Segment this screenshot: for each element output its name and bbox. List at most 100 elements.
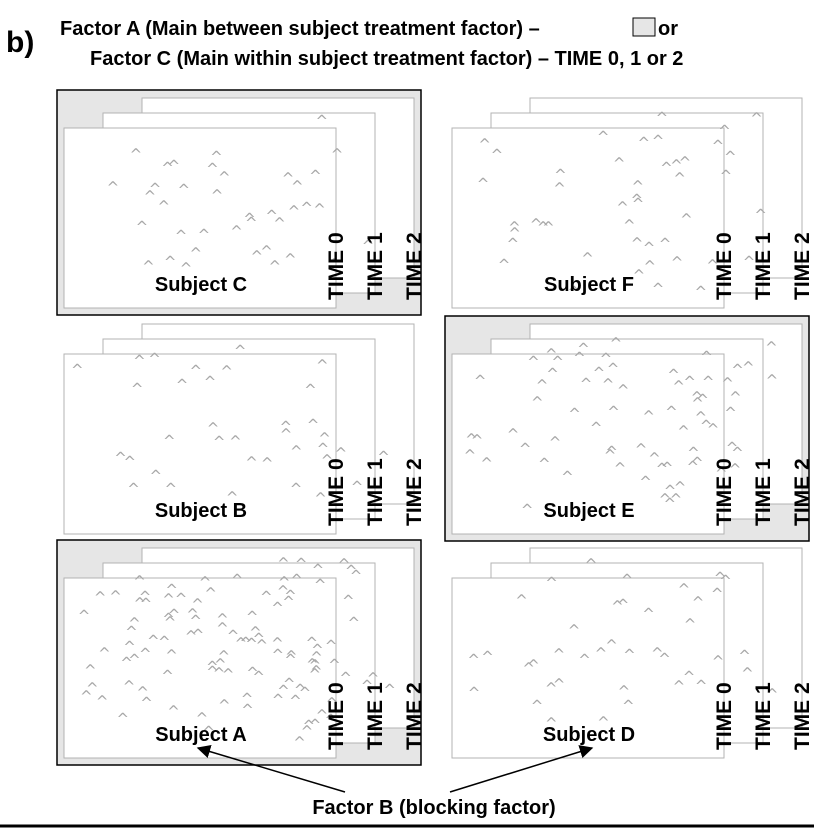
observation-mark: ^: [731, 444, 744, 462]
observation-mark: ^: [692, 594, 705, 612]
observation-mark: ^: [712, 653, 725, 671]
observation-mark: ^: [531, 697, 544, 715]
observation-mark: ^: [325, 711, 338, 729]
observation-mark: ^: [316, 356, 329, 374]
observation-mark: ^: [191, 596, 204, 614]
observation-mark: ^: [339, 669, 352, 687]
observation-mark: ^: [84, 661, 97, 679]
observation-mark: ^: [284, 251, 297, 269]
observation-mark: ^: [161, 159, 174, 177]
observation-mark: ^: [277, 555, 290, 573]
observation-mark: ^: [96, 693, 109, 711]
observation-mark: ^: [607, 403, 620, 421]
observation-mark: ^: [720, 167, 733, 185]
observation-mark: ^: [691, 395, 704, 413]
observation-mark: ^: [213, 433, 226, 451]
observation-mark: ^: [621, 571, 634, 589]
observation-mark: ^: [707, 421, 720, 439]
observation-mark: ^: [158, 633, 171, 651]
factor-b-label: Factor B (blocking factor): [312, 797, 555, 819]
observation-mark: ^: [658, 650, 671, 668]
observation-mark: ^: [290, 571, 303, 589]
observation-mark: ^: [272, 691, 285, 709]
observation-mark: ^: [133, 573, 146, 591]
observation-mark: ^: [464, 447, 477, 465]
observation-mark: ^: [607, 360, 620, 378]
time-label-0: TIME 0: [713, 232, 736, 300]
observation-mark: ^: [718, 122, 731, 140]
observation-mark: ^: [140, 595, 153, 613]
observation-mark: ^: [283, 675, 296, 693]
observation-mark: ^: [623, 217, 636, 235]
observation-mark: ^: [631, 191, 644, 209]
time-label-2: TIME 2: [403, 682, 426, 750]
observation-mark: ^: [474, 372, 487, 390]
observation-mark: ^: [277, 582, 290, 600]
observation-mark: ^: [304, 381, 317, 399]
subject-label: Subject F: [544, 274, 634, 296]
observation-mark: ^: [206, 160, 219, 178]
observation-marks: ^^^^^^^^^^^^^^^^^^^^^^^^^^^^^^^^^^^^^^^^…: [464, 334, 779, 519]
observation-mark: ^: [309, 167, 322, 185]
factor-a-or: or: [658, 18, 678, 40]
observation-mark: ^: [164, 613, 177, 631]
time-label-1: TIME 1: [752, 232, 775, 300]
observation-mark: ^: [189, 612, 202, 630]
observation-mark: ^: [712, 137, 725, 155]
observation-mark: ^: [633, 266, 646, 284]
observation-mark: ^: [617, 596, 630, 614]
subject-group-subject-f: ^^^^^^^^^^^^^^^^^^^^^^^^^^^^^^^^^^^^^^^^…: [451, 97, 814, 309]
observation-mark: ^: [226, 489, 239, 507]
observation-mark: ^: [271, 635, 284, 653]
card-time-0: [63, 353, 337, 535]
observation-mark: ^: [317, 440, 330, 458]
observation-mark: ^: [507, 235, 520, 253]
observation-mark: ^: [696, 391, 709, 409]
observation-mark: ^: [246, 664, 259, 682]
observation-mark: ^: [691, 454, 704, 472]
observation-mark: ^: [280, 425, 293, 443]
observation-mark: ^: [724, 404, 737, 422]
observation-mark: ^: [683, 373, 696, 391]
observation-mark: ^: [545, 574, 558, 592]
observation-mark: ^: [616, 198, 629, 216]
observation-mark: ^: [256, 637, 269, 655]
observation-mark: ^: [190, 362, 203, 380]
subject-label: Subject D: [543, 724, 635, 746]
observation-mark: ^: [743, 253, 756, 271]
observation-mark: ^: [312, 561, 325, 579]
observation-mark: ^: [568, 622, 581, 640]
observation-mark: ^: [652, 132, 665, 150]
observation-mark: ^: [602, 376, 615, 394]
observation-mark: ^: [667, 366, 680, 384]
observation-mark: ^: [530, 215, 543, 233]
observation-mark: ^: [536, 376, 549, 394]
observation-mark: ^: [150, 467, 163, 485]
panel-label: b): [6, 26, 34, 59]
observation-mark: ^: [471, 431, 484, 449]
observation-mark: ^: [538, 455, 551, 473]
observation-mark: ^: [158, 198, 171, 216]
subject-label: Subject B: [155, 500, 247, 522]
card-time-0: [63, 127, 337, 309]
observation-mark: ^: [167, 703, 180, 721]
observation-mark: ^: [168, 606, 181, 624]
observation-mark: ^: [527, 657, 540, 675]
observation-mark: ^: [361, 677, 374, 695]
observation-mark: ^: [123, 677, 136, 695]
subject-group-subject-a: ^^^^^^^^^^^^^^^^^^^ ^^^^^^^^^^^ ^^^^^^^^^^…: [56, 539, 426, 766]
observation-marks: ^^^^^^^^^^^^^^^^^^^^^^^^^^^^^^^^^^^^^^^^…: [477, 109, 767, 301]
time-label-0: TIME 0: [325, 682, 348, 750]
observation-mark: ^: [711, 585, 724, 603]
card-time-0: [451, 353, 725, 535]
observation-mark: ^: [338, 555, 351, 573]
observation-mark: ^: [245, 214, 258, 232]
observation-mark: ^: [498, 256, 511, 274]
observation-mark: ^: [331, 145, 344, 163]
observation-mark: ^: [700, 417, 713, 435]
observation-mark: ^: [163, 432, 176, 450]
observation-mark: ^: [299, 684, 312, 702]
observation-mark: ^: [309, 656, 322, 674]
observation-mark: ^: [80, 688, 93, 706]
observation-mark: ^: [721, 375, 734, 393]
